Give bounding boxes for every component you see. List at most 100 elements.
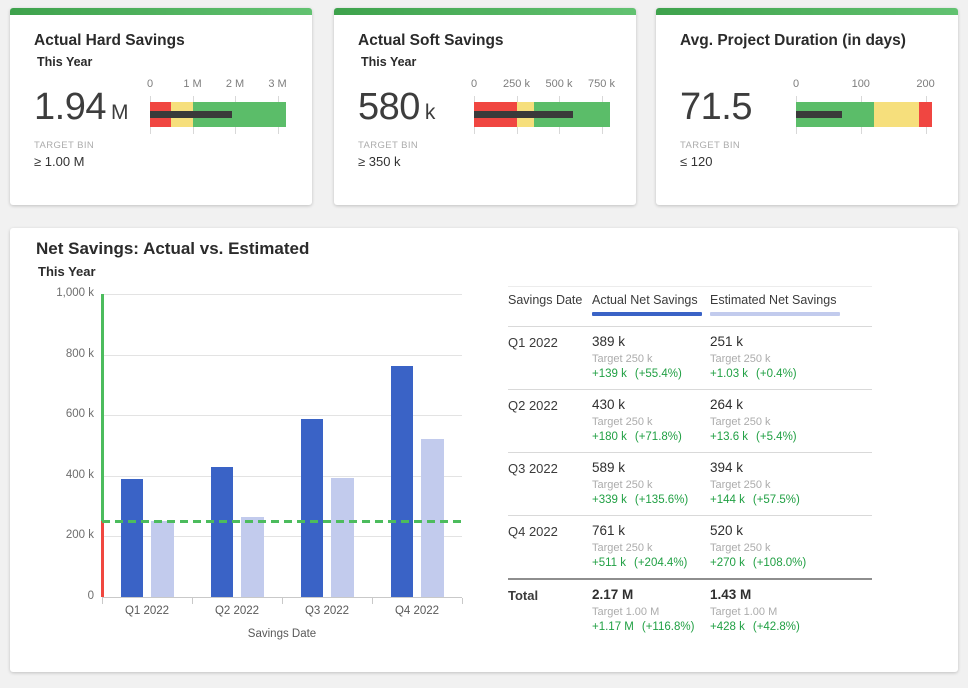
row-label: Q4 2022 <box>508 524 558 539</box>
card-accent-strip <box>656 8 958 15</box>
kpi-value-unit: k <box>424 101 436 124</box>
variance-value: +1.03 k <box>710 368 749 380</box>
kpi-card-actual-soft-savings[interactable]: Actual Soft Savings This Year 580 k 0 250 … <box>334 8 636 205</box>
chart-subtitle: This Year <box>38 264 96 279</box>
kpi-value: 1.94 M <box>34 86 128 129</box>
cell-variance: +428 k (+42.8%) <box>710 621 870 634</box>
bullet-tick-label: 250 k <box>503 78 530 90</box>
table-header-actual-net-savings: Actual Net Savings <box>592 293 710 316</box>
cell-estimated: 251 k Target 250 k +1.03 k (+0.4%) <box>710 334 870 381</box>
bullet-tick-label: 750 k <box>588 78 615 90</box>
bullet-tick-label: 200 <box>916 78 935 90</box>
cell-target: Target 250 k <box>592 416 653 428</box>
bullet-band-segment <box>873 102 920 127</box>
bullet-tick-label: 1 M <box>183 78 202 90</box>
cell-value: 761 k <box>592 523 626 538</box>
bar-actual-q3-2022[interactable] <box>300 418 323 597</box>
bar-actual-q1-2022[interactable] <box>120 479 143 597</box>
target-bin-value: ≥ 350 k <box>358 154 401 169</box>
x-category-label: Q1 2022 <box>124 605 170 617</box>
table-header-estimated-net-savings: Estimated Net Savings <box>710 293 870 316</box>
cell-variance: +180 k (+71.8%) <box>592 431 710 444</box>
x-axis-labels: Q1 2022 Q2 2022 Q3 2022 Q4 2022 <box>102 605 462 617</box>
gridline <box>102 536 462 538</box>
legend-swatch-estimated <box>710 312 840 316</box>
x-axis-tick <box>372 598 373 604</box>
bar-group-q4-2022 <box>372 294 462 597</box>
cell-value: 251 k <box>710 334 744 349</box>
row-label: Q1 2022 <box>508 335 558 350</box>
cell-variance: +13.6 k (+5.4%) <box>710 431 870 444</box>
bar-plot <box>101 294 463 604</box>
table-row-q2-2022[interactable]: Q2 2022 430 k Target 250 k +180 k (+71.8%) 26… <box>508 389 872 452</box>
gridline <box>102 294 462 295</box>
cell-value: 430 k <box>592 397 626 412</box>
bar-estimated-q1-2022[interactable] <box>150 520 174 597</box>
kpi-card-actual-hard-savings[interactable]: Actual Hard Savings This Year 1.94 M 0 1 M… <box>10 8 312 205</box>
bullet-tick-label: 100 <box>851 78 870 90</box>
y-axis-label: 0 <box>87 590 94 602</box>
bar-group-q2-2022 <box>192 294 282 597</box>
cell-variance: +270 k (+108.0%) <box>710 557 870 570</box>
cell-variance: +339 k (+135.6%) <box>592 494 710 507</box>
kpi-value-number: 1.94 <box>34 86 106 128</box>
bar-groups <box>102 294 462 597</box>
table-row-q1-2022[interactable]: Q1 2022 389 k Target 250 k +139 k (+55.4%) 25… <box>508 326 872 389</box>
table-row-q4-2022[interactable]: Q4 2022 761 k Target 250 k +511 k (+204.4%) 5… <box>508 515 872 578</box>
x-axis-title: Savings Date <box>247 628 317 640</box>
target-bin-value: ≥ 1.00 M <box>34 154 85 169</box>
table-row-total[interactable]: Total 2.17 M Target 1.00 M +1.17 M (+116.8%)… <box>508 578 872 642</box>
x-category-label: Q4 2022 <box>394 605 440 617</box>
bar-actual-q4-2022[interactable] <box>390 366 413 597</box>
table-row-q3-2022[interactable]: Q3 2022 589 k Target 250 k +339 k (+135.6%) 3… <box>508 452 872 515</box>
bullet-tick-label: 3 M <box>268 78 287 90</box>
x-axis-tick <box>462 598 463 604</box>
variance-percent: (+55.4%) <box>634 368 682 380</box>
table-header-savings-date: Savings Date <box>508 293 592 316</box>
cell-target: Target 250 k <box>710 353 771 365</box>
target-bin-value: ≤ 120 <box>680 154 713 169</box>
variance-table: Savings Date Actual Net Savings Estimated … <box>494 286 872 642</box>
kpi-subtitle: This Year <box>361 55 417 69</box>
variance-percent: (+116.8%) <box>641 621 695 633</box>
bullet-tick-label: 2 M <box>225 78 245 90</box>
cell-estimated: 1.43 M Target 1.00 M +428 k (+42.8%) <box>710 587 870 634</box>
cell-value: 1.43 M <box>710 587 752 602</box>
cell-target: Target 250 k <box>592 542 653 554</box>
cell-value: 394 k <box>710 460 744 475</box>
kpi-title: Avg. Project Duration (in days) <box>680 32 906 49</box>
variance-percent: (+108.0%) <box>752 557 807 569</box>
cell-target: Target 250 k <box>710 542 771 554</box>
y-axis-label: 200 k <box>65 529 94 542</box>
cell-variance: +144 k (+57.5%) <box>710 494 870 507</box>
y-axis-above-target-segment <box>101 294 104 522</box>
y-axis-below-target-segment <box>101 521 104 597</box>
bar-group-q1-2022 <box>102 294 192 597</box>
kpi-value: 580 k <box>358 86 435 129</box>
bar-estimated-q3-2022[interactable] <box>330 477 354 597</box>
variance-percent: (+42.8%) <box>752 621 800 633</box>
net-savings-card[interactable]: Net Savings: Actual vs. Estimated This Y… <box>10 228 958 672</box>
kpi-value-number: 580 <box>358 86 420 128</box>
bullet-measure-bar <box>796 111 843 118</box>
variance-value: +428 k <box>710 621 745 633</box>
bar-estimated-q4-2022[interactable] <box>420 439 444 597</box>
bar-actual-q2-2022[interactable] <box>210 466 233 597</box>
row-label: Total <box>508 588 539 603</box>
gridline <box>102 415 462 417</box>
bullet-chart: 0 100 200 <box>792 78 935 136</box>
chart-title: Net Savings: Actual vs. Estimated <box>36 239 310 258</box>
bar-estimated-q2-2022[interactable] <box>240 517 264 597</box>
bullet-tick-label: 500 k <box>545 78 573 90</box>
bar-group-q3-2022 <box>282 294 372 597</box>
variance-percent: (+5.4%) <box>756 431 797 443</box>
bullet-tick-label: 0 <box>792 78 800 90</box>
kpi-card-avg-project-duration[interactable]: Avg. Project Duration (in days) 71.5 0 10… <box>656 8 958 205</box>
cell-variance: +1.03 k (+0.4%) <box>710 368 870 381</box>
kpi-title: Actual Hard Savings <box>34 32 185 49</box>
y-axis-label: 800 k <box>65 347 94 360</box>
cell-target: Target 1.00 M <box>592 606 660 618</box>
variance-value: +1.17 M <box>592 621 634 633</box>
bullet-measure-bar <box>150 111 233 118</box>
legend-swatch-actual <box>592 312 702 316</box>
